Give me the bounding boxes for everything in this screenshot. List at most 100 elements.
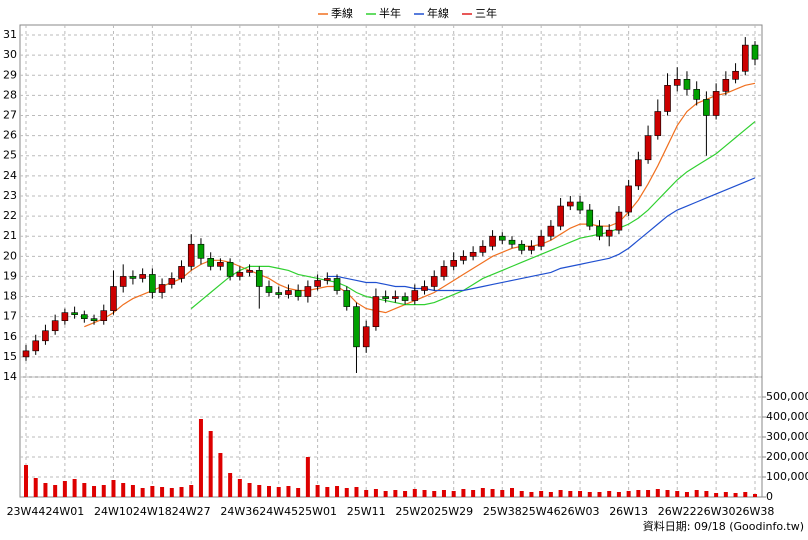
y-tick-label: 27: [3, 109, 17, 122]
volume-bar: [743, 492, 748, 497]
volume-bar: [33, 478, 38, 497]
volume-bar: [305, 457, 310, 497]
candle-body: [732, 70, 739, 80]
volume-bar: [510, 488, 514, 497]
y2-tick-label: 500,000: [766, 390, 808, 403]
volume-bar: [665, 490, 670, 497]
y-tick-label: 25: [3, 149, 17, 162]
volume-bar: [626, 491, 631, 497]
candle-body: [353, 306, 360, 348]
candle-body: [557, 205, 564, 227]
ma-line: [327, 177, 756, 292]
ma-line: [84, 82, 756, 328]
candle-body: [81, 314, 88, 319]
candle-body: [625, 185, 632, 213]
volume-bar: [616, 492, 621, 497]
x-tick-label: 26W30: [697, 505, 736, 518]
y-tick-label: 31: [3, 28, 17, 41]
y-tick-label: 29: [3, 68, 17, 81]
volume-bar: [393, 490, 398, 497]
x-tick-label: 24W27: [172, 505, 211, 518]
candle-body: [207, 258, 214, 267]
y2-tick-label: 0: [766, 490, 773, 503]
volume-bar: [704, 491, 709, 497]
candle-body: [479, 245, 487, 253]
y-tick-label: 30: [3, 48, 17, 61]
volume-bar: [519, 491, 524, 497]
x-tick-label: 24W18: [133, 505, 172, 518]
candle-body: [139, 274, 146, 279]
volume-bar: [247, 483, 252, 497]
candle-body: [528, 245, 535, 251]
volume-bar: [733, 493, 738, 497]
candle-body: [751, 44, 759, 60]
y-tick-label: 18: [3, 290, 17, 303]
volume-bar: [558, 490, 563, 497]
y-tick-label: 26: [3, 129, 17, 142]
candle-body: [722, 79, 730, 92]
volume-bar: [607, 491, 612, 497]
volume-bar: [461, 489, 466, 497]
x-tick-label: 24W36: [220, 505, 259, 518]
candle-body: [294, 290, 302, 297]
volume-bar: [257, 485, 262, 497]
candle-body: [246, 270, 253, 273]
y-tick-label: 16: [3, 330, 17, 343]
candle-body: [197, 243, 205, 259]
volume-bar: [714, 493, 719, 497]
volume-bar: [646, 490, 651, 497]
y-tick-label: 24: [3, 169, 17, 182]
volume-bar: [636, 490, 641, 497]
candle-body: [430, 276, 438, 287]
candle-body: [110, 286, 117, 311]
candle-body: [187, 243, 195, 267]
candle-body: [343, 290, 351, 307]
candle-body: [537, 235, 545, 247]
candle-body: [693, 89, 700, 100]
y-tick-label: 20: [3, 249, 17, 262]
volume-bar: [364, 490, 369, 497]
candle-body: [362, 326, 370, 348]
candle-body: [324, 278, 331, 281]
volume-bar: [548, 492, 553, 497]
volume-bar: [189, 485, 194, 497]
candle-body: [168, 278, 176, 285]
y-tick-label: 22: [3, 209, 17, 222]
candle-body: [158, 284, 166, 293]
source-note: 資料日期: 09/18 (Goodinfo.tw): [643, 519, 804, 533]
volume-bar: [412, 489, 417, 497]
candle-body: [178, 266, 185, 279]
volume-bar: [160, 487, 165, 497]
volume-bar: [169, 488, 174, 497]
volume-bar: [130, 485, 135, 497]
candle-body: [392, 296, 399, 299]
volume-bar: [228, 473, 233, 497]
y-tick-label: 14: [3, 370, 17, 383]
volume-bar: [237, 479, 242, 497]
volume-bar: [383, 491, 388, 497]
legend-label: 年線: [427, 6, 449, 20]
volume-bar: [140, 488, 145, 497]
volume-bar: [72, 479, 77, 497]
x-tick-label: 25W38: [483, 505, 522, 518]
x-tick-label: 26W13: [609, 505, 648, 518]
candle-body: [498, 235, 506, 241]
volume-bar: [315, 485, 320, 497]
volume-bar: [62, 481, 67, 497]
volume-bar: [539, 491, 544, 497]
candle-body: [576, 201, 584, 211]
volume-bar: [111, 480, 116, 497]
volume-bar: [24, 465, 28, 497]
candle-body: [314, 280, 321, 287]
x-tick-label: 25W01: [298, 505, 337, 518]
y2-tick-label: 200,000: [766, 450, 808, 463]
y-tick-label: 21: [3, 229, 17, 242]
ma-line: [190, 121, 756, 310]
volume-bar: [694, 490, 699, 497]
candle-body: [119, 276, 127, 287]
y-tick-label: 23: [3, 189, 17, 202]
candle-body: [673, 79, 681, 86]
volume-bar: [529, 492, 534, 497]
volume-bar: [208, 431, 213, 497]
